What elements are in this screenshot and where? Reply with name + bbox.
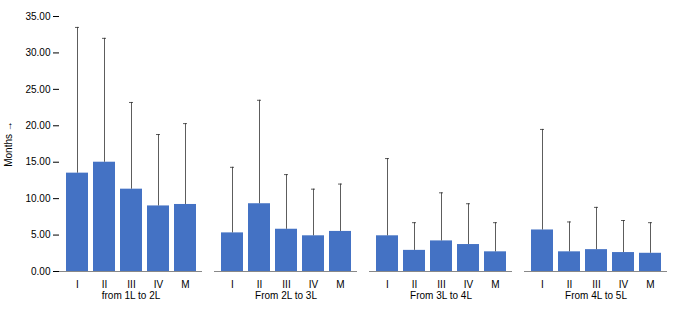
svg-text:30.00: 30.00: [25, 47, 50, 58]
svg-text:II: II: [102, 279, 108, 290]
svg-text:I: I: [541, 279, 544, 290]
svg-text:IV: IV: [464, 279, 474, 290]
svg-text:M: M: [336, 279, 344, 290]
svg-text:II: II: [412, 279, 418, 290]
svg-text:10.00: 10.00: [25, 193, 50, 204]
svg-text:35.00: 35.00: [25, 11, 50, 22]
svg-text:IV: IV: [619, 279, 629, 290]
svg-text:III: III: [127, 279, 135, 290]
svg-text:III: III: [437, 279, 445, 290]
svg-text:IV: IV: [154, 279, 164, 290]
svg-text:from 1L to 2L: from 1L to 2L: [102, 290, 161, 301]
svg-text:M: M: [491, 279, 499, 290]
svg-text:15.00: 15.00: [25, 156, 50, 167]
svg-text:III: III: [282, 279, 290, 290]
svg-text:0.00: 0.00: [31, 266, 51, 277]
svg-text:IV: IV: [309, 279, 319, 290]
svg-text:I: I: [76, 279, 79, 290]
svg-text:I: I: [231, 279, 234, 290]
svg-text:From 3L to 4L: From 3L to 4L: [410, 290, 472, 301]
svg-text:II: II: [567, 279, 573, 290]
svg-text:Months →: Months →: [3, 121, 14, 167]
svg-text:M: M: [181, 279, 189, 290]
svg-text:5.00: 5.00: [31, 229, 51, 240]
svg-text:III: III: [592, 279, 600, 290]
svg-text:25.00: 25.00: [25, 84, 50, 95]
svg-text:From 2L to 3L: From 2L to 3L: [255, 290, 317, 301]
svg-text:From 4L to 5L: From 4L to 5L: [565, 290, 627, 301]
svg-text:II: II: [257, 279, 263, 290]
svg-text:M: M: [646, 279, 654, 290]
svg-text:I: I: [386, 279, 389, 290]
svg-text:20.00: 20.00: [25, 120, 50, 131]
